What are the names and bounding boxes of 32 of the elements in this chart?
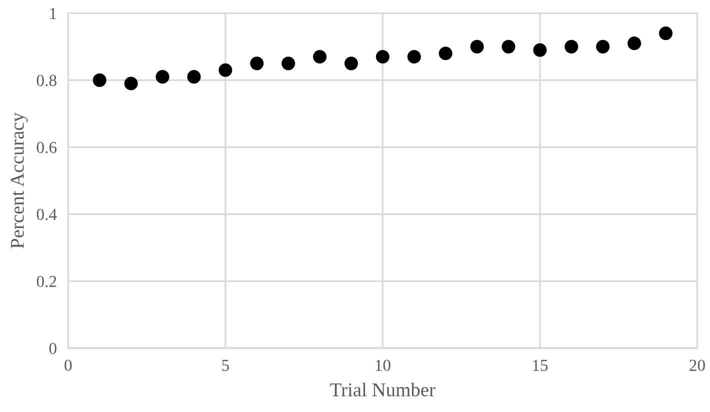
y-tick-label: 1: [50, 8, 56, 19]
point: [628, 36, 642, 50]
y-tick-label: 0.6: [36, 142, 57, 154]
point: [470, 40, 484, 54]
y-axis-title: Percent Accuracy: [10, 112, 28, 248]
point: [313, 50, 327, 64]
point: [218, 63, 232, 77]
point: [124, 76, 138, 90]
x-tick-label: 15: [533, 360, 548, 371]
point: [250, 56, 264, 70]
point: [156, 70, 170, 84]
point: [187, 70, 201, 84]
y-tick-label: 0.8: [36, 74, 56, 86]
y-tick-label: 0.2: [36, 276, 56, 288]
point: [344, 56, 358, 70]
x-tick-label: 10: [376, 360, 390, 371]
point: [502, 40, 516, 54]
x-tick-label: 5: [222, 360, 229, 371]
x-tick-label: 0: [64, 360, 72, 371]
point: [407, 50, 421, 64]
point: [438, 46, 452, 60]
point: [596, 40, 610, 54]
point: [564, 40, 578, 54]
point: [282, 56, 296, 70]
point: [92, 73, 106, 87]
y-tick-label: 0.4: [36, 208, 57, 220]
x-axis-title: Trial Number: [330, 382, 436, 396]
y-tick-label: 0: [49, 342, 56, 354]
point: [659, 26, 673, 40]
point: [533, 43, 547, 57]
x-tick-label: 20: [690, 360, 705, 371]
point: [376, 50, 390, 64]
